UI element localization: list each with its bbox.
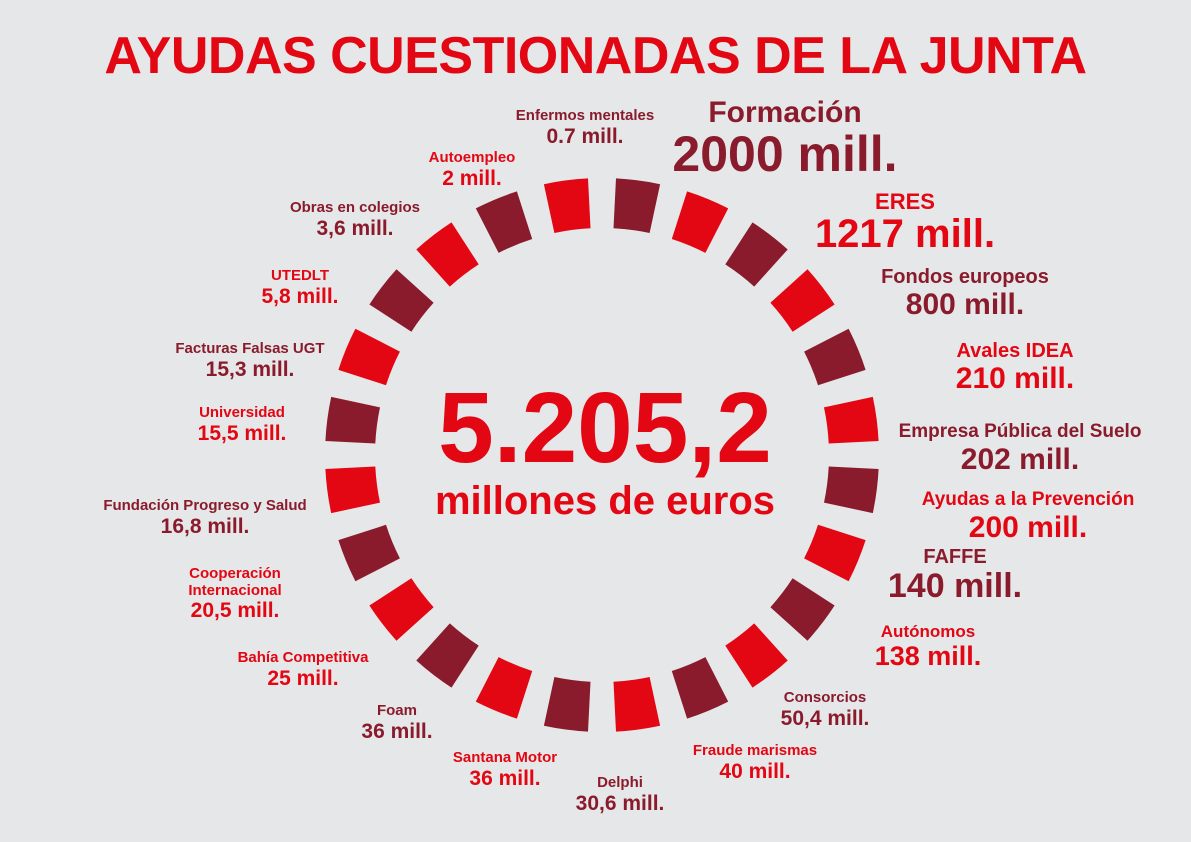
label-name: Santana Motor (452, 749, 558, 766)
ring-segment (369, 269, 434, 332)
label-enfermos-mentales: Enfermos mentales 0.7 mill. (495, 107, 675, 148)
label-fondos-europeos: Fondos europeos 800 mill. (860, 266, 1070, 321)
ring-segment (671, 191, 729, 253)
label-faffe: FAFFE 140 mill. (865, 546, 1045, 605)
label-value: 140 mill. (887, 567, 1023, 605)
ring-segment (770, 269, 835, 332)
label-name: UTEDLT (270, 267, 330, 284)
label-foam: Foam 36 mill. (337, 702, 457, 743)
label-value: 1217 mill. (814, 212, 996, 257)
ring-segment (543, 677, 591, 732)
total-unit: millones de euros (434, 479, 776, 523)
label-value: 30,6 mill. (575, 791, 665, 815)
ring-segment (725, 623, 788, 688)
label-name: Enfermos mentales (515, 107, 655, 124)
ring-segment (725, 222, 788, 287)
ring-segment (369, 578, 434, 641)
label-utedlt: UTEDLT 5,8 mill. (235, 267, 365, 308)
label-name: Formación (708, 96, 862, 129)
label-value: 20,5 mill. (190, 599, 280, 622)
label-name: Fondos europeos (881, 266, 1049, 288)
label-name: FAFFE (923, 546, 987, 568)
page-title: AYUDAS CUESTIONADAS DE LA JUNTA (104, 27, 1087, 85)
label-value: 800 mill. (905, 288, 1025, 321)
ring-segment (671, 657, 729, 719)
ring-segment (824, 466, 879, 514)
label-value: 36 mill. (469, 766, 541, 790)
label-name: Fraude marismas (692, 742, 818, 759)
label-name: Facturas Falsas UGT (175, 340, 325, 357)
label-name: Empresa Pública del Suelo (898, 421, 1142, 442)
label-name: Obras en colegios (289, 199, 421, 216)
label-value: 0.7 mill. (546, 124, 624, 148)
label-consorcios: Consorcios 50,4 mill. (750, 689, 900, 730)
label-value: 40 mill. (719, 759, 791, 783)
label-value: 15,3 mill. (205, 357, 295, 381)
label-value: 15,5 mill. (197, 421, 287, 445)
label-name: Consorcios (783, 689, 867, 706)
ring-segment (804, 524, 866, 582)
ring-segment (613, 178, 661, 233)
label-name: Avales IDEA (956, 340, 1074, 362)
ring-segment (475, 657, 533, 719)
label-value: 25 mill. (267, 666, 339, 690)
label-obras-colegios: Obras en colegios 3,6 mill. (270, 199, 440, 240)
label-name: Autónomos (880, 622, 976, 641)
ring-segment (475, 191, 533, 253)
ring-segment (325, 466, 380, 514)
label-name: Foam (376, 702, 417, 719)
ring-segment (770, 578, 835, 641)
label-formacion: Formación 2000 mill. (640, 96, 930, 179)
label-value: 200 mill. (968, 510, 1088, 544)
ring-segment (804, 328, 866, 386)
ring-segment (416, 623, 479, 688)
ring-segment (824, 396, 879, 444)
label-value: 16,8 mill. (160, 514, 250, 538)
label-facturas-falsas-ugt: Facturas Falsas UGT 15,3 mill. (150, 340, 350, 381)
label-eres: ERES 1217 mill. (780, 189, 1030, 257)
ring-segment (338, 328, 400, 386)
label-delphi: Delphi 30,6 mill. (545, 774, 695, 815)
ring-segment (543, 178, 591, 233)
label-value: 2 mill. (442, 166, 502, 190)
label-value: 3,6 mill. (316, 216, 394, 240)
label-name: Ayudas a la Prevención (921, 489, 1135, 510)
total-amount: 5.205,2 (438, 372, 772, 484)
label-value: 50,4 mill. (780, 706, 870, 730)
label-name: Cooperación Internacional (188, 565, 282, 599)
label-value: 5,8 mill. (261, 284, 339, 308)
label-name: Bahía Competitiva (237, 649, 369, 666)
label-santana-motor: Santana Motor 36 mill. (425, 749, 585, 790)
label-name: Delphi (597, 774, 643, 791)
label-name: Autoempleo (428, 149, 516, 166)
label-value: 210 mill. (955, 362, 1075, 395)
label-bahia-competitiva: Bahía Competitiva 25 mill. (208, 649, 398, 690)
ring-segment (338, 524, 400, 582)
label-name: ERES (875, 189, 935, 214)
label-universidad: Universidad 15,5 mill. (162, 404, 322, 445)
ring-segment (416, 222, 479, 287)
ring-segment (613, 677, 661, 732)
label-value: 138 mill. (874, 640, 982, 671)
label-value: 36 mill. (361, 719, 433, 743)
label-fraude-marismas: Fraude marismas 40 mill. (670, 742, 840, 783)
label-name: Fundación Progreso y Salud (103, 497, 307, 514)
label-value: 2000 mill. (672, 126, 898, 182)
ring-segment (325, 396, 380, 444)
label-name: Universidad (199, 404, 285, 421)
label-value: 202 mill. (960, 442, 1080, 476)
label-fundacion-progreso-salud: Fundación Progreso y Salud 16,8 mill. (80, 497, 330, 538)
label-avales-idea: Avales IDEA 210 mill. (915, 340, 1115, 395)
label-ayudas-prevencion: Ayudas a la Prevención 200 mill. (888, 489, 1168, 544)
label-autoempleo: Autoempleo 2 mill. (402, 149, 542, 190)
label-empresa-publica-suelo: Empresa Pública del Suelo 202 mill. (880, 421, 1160, 476)
label-autonomos: Autónomos 138 mill. (838, 622, 1018, 671)
label-cooperacion-internacional: Cooperación Internacional 20,5 mill. (165, 565, 305, 622)
